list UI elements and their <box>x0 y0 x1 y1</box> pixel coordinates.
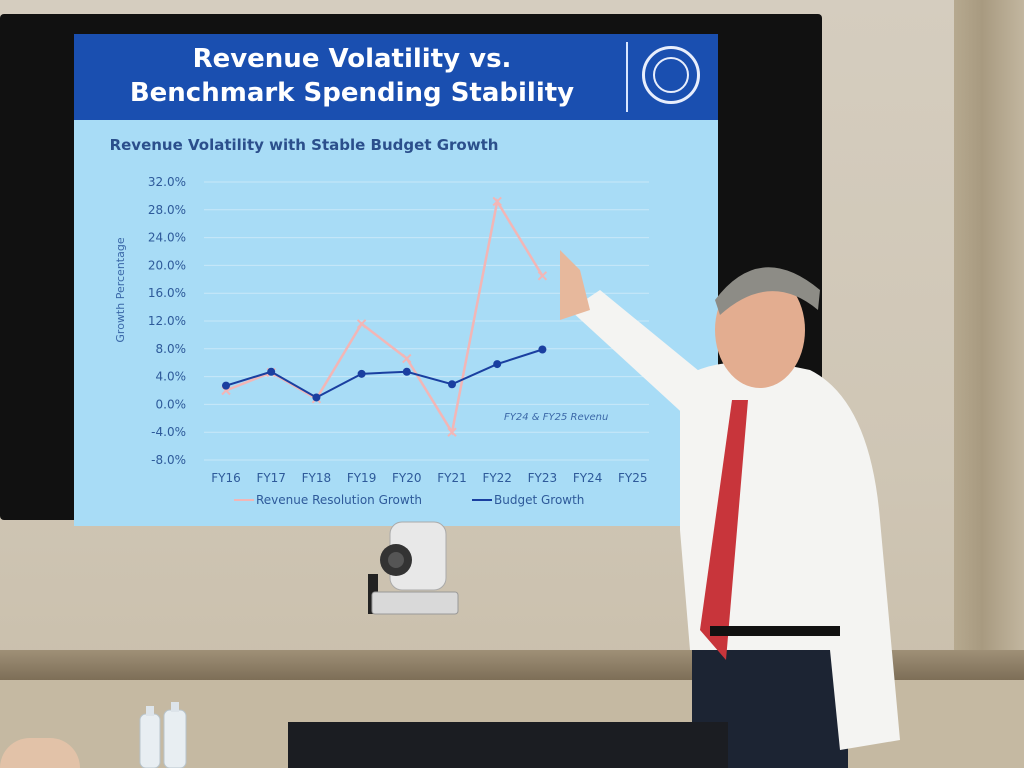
legend-label: Budget Growth <box>494 493 584 507</box>
x-tick-label: FY20 <box>392 471 422 485</box>
chart-annotation: FY24 & FY25 Revenu <box>504 412 608 423</box>
data-point <box>356 319 367 329</box>
data-point <box>448 380 456 389</box>
y-tick-label: 28.0% <box>148 203 186 217</box>
data-point <box>222 381 230 390</box>
wall-pilaster <box>954 0 1024 768</box>
x-tick-label: FY17 <box>256 471 286 485</box>
y-tick-label: 16.0% <box>148 286 186 300</box>
x-tick-label: FY24 <box>573 471 603 485</box>
data-point <box>447 427 457 437</box>
y-tick-label: 4.0% <box>156 370 187 384</box>
seal-inner-ring <box>653 57 689 93</box>
water-bottles <box>139 702 187 768</box>
data-point <box>493 360 502 369</box>
data-point <box>402 367 411 376</box>
data-point <box>312 393 321 402</box>
y-tick-label: 20.0% <box>148 258 186 272</box>
line-chart: Revenue Volatility with Stable Budget Gr… <box>110 136 649 507</box>
chart-title: Revenue Volatility with Stable Budget Gr… <box>110 136 499 154</box>
banner-divider <box>626 42 628 112</box>
ptz-camera <box>368 521 459 615</box>
x-tick-label: FY25 <box>618 471 648 485</box>
data-point <box>357 369 366 378</box>
y-tick-label: 24.0% <box>148 231 186 245</box>
series-lines <box>221 196 548 437</box>
y-tick-label: 32.0% <box>148 175 186 189</box>
slide-title-line2: Benchmark Spending Stability <box>129 78 575 108</box>
data-point <box>402 353 412 364</box>
y-axis-label: Growth Percentage <box>114 237 127 342</box>
state-seal-icon <box>642 46 700 104</box>
x-tick-labels: FY16 FY17 FY18 FY19 FY20 FY21 FY22 FY23 FY24 FY25 <box>211 471 647 485</box>
y-tick-label: -4.0% <box>151 425 186 439</box>
x-tick-label: FY23 <box>528 471 558 485</box>
data-point <box>537 271 548 281</box>
y-tick-label: 0.0% <box>156 397 187 411</box>
presenter <box>560 250 900 768</box>
legend-label: Revenue Resolution Growth <box>256 493 422 507</box>
data-point <box>538 345 547 354</box>
series-line-budget <box>225 348 543 399</box>
x-tick-label: FY21 <box>437 471 467 485</box>
x-tick-label: FY22 <box>482 471 512 485</box>
y-tick-label: -8.0% <box>151 453 186 467</box>
data-point <box>492 196 502 207</box>
y-tick-label: 8.0% <box>156 342 187 356</box>
audience-hand <box>0 738 80 768</box>
table-edge <box>288 722 728 768</box>
chart-legend: Revenue Resolution Growth Budget Growth <box>234 493 584 507</box>
slide-title-line1: Revenue Volatility vs. <box>192 44 512 74</box>
slide-title: Revenue Volatility vs. Benchmark Spendin… <box>74 42 630 110</box>
slide-banner: Revenue Volatility vs. Benchmark Spendin… <box>74 34 718 120</box>
y-tick-label: 12.0% <box>148 314 186 328</box>
data-point <box>267 367 276 376</box>
y-tick-labels: 32.0% 28.0% 24.0% 20.0% 16.0% 12.0% 8.0% 4.0% 0.… <box>148 175 186 467</box>
x-tick-label: FY16 <box>211 471 241 485</box>
series-line-revenue <box>225 198 544 436</box>
x-tick-label: FY19 <box>347 471 377 485</box>
slide-screen: Revenue Volatility vs. Benchmark Spendin… <box>74 34 718 526</box>
x-tick-label: FY18 <box>302 471 332 485</box>
